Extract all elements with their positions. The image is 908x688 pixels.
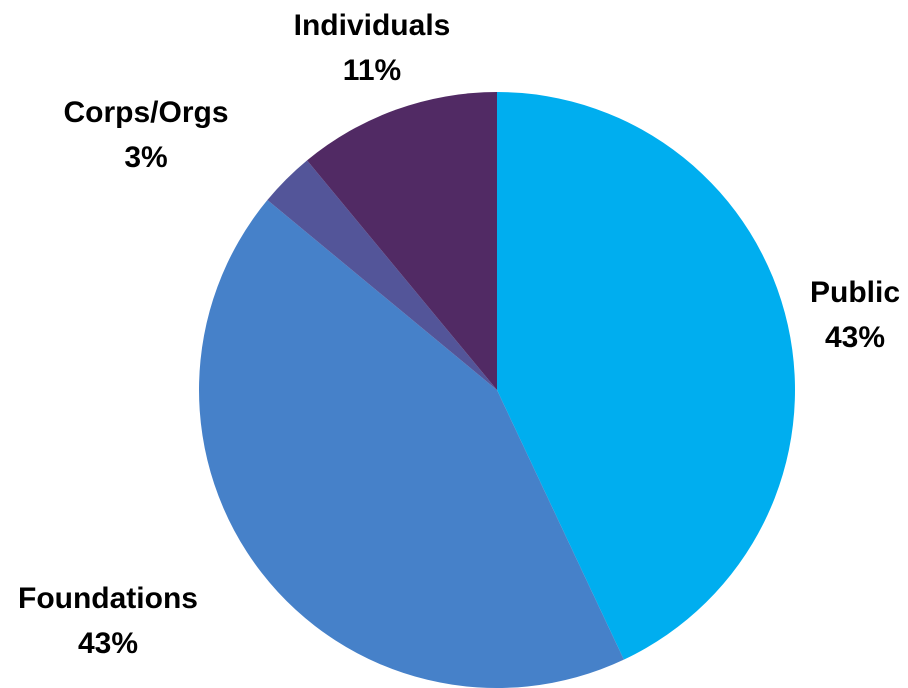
pie-slice-corps-orgs <box>267 160 497 390</box>
pie-slice-public <box>497 92 796 660</box>
slice-value-individuals: 11% <box>343 54 401 87</box>
slice-value-public: 43% <box>825 321 885 354</box>
pie-slices <box>199 92 796 688</box>
pie-slice-foundations <box>199 200 624 688</box>
pie-labels: Public 43% Foundations 43% Corps/Orgs 3% Indiv… <box>18 9 900 660</box>
slice-label-individuals: Individuals <box>294 9 451 42</box>
slice-value-foundations: 43% <box>78 627 138 660</box>
slice-label-corps-orgs: Corps/Orgs <box>63 96 228 129</box>
pie-slice-individuals <box>307 92 497 390</box>
slice-label-public: Public <box>810 276 900 309</box>
slice-label-foundations: Foundations <box>18 582 198 615</box>
slice-value-corps-orgs: 3% <box>124 141 167 174</box>
